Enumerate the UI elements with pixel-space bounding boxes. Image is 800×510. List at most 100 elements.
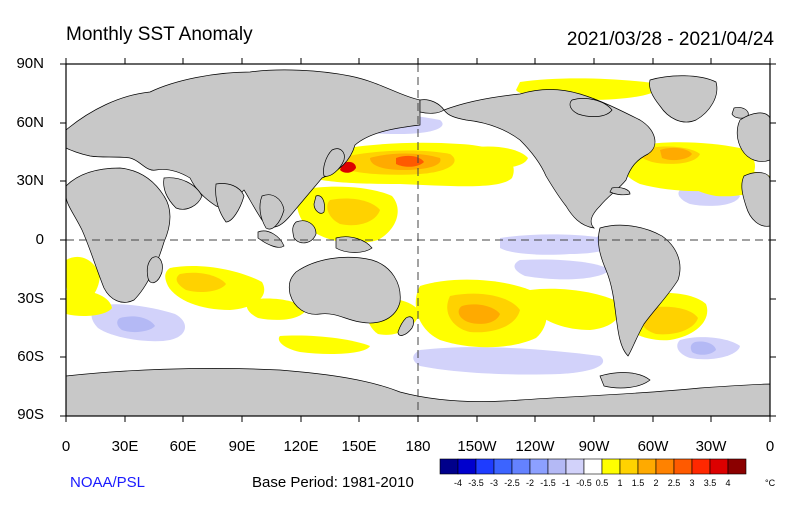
lon-label-0: 0 — [61, 438, 71, 455]
colorbar-swatch — [601, 458, 621, 475]
colorbar — [439, 458, 747, 475]
colorbar-swatch — [475, 458, 495, 475]
colorbar-tick-label: 3 — [689, 478, 695, 488]
land-new-zealand — [397, 316, 414, 336]
lon-ticks — [65, 58, 771, 422]
warm-strong-south-pacific — [458, 304, 500, 324]
land-europe-west — [736, 112, 770, 162]
colorbar-swatch — [709, 458, 729, 475]
land-hudson-region — [569, 98, 613, 117]
land-arabia — [163, 177, 203, 210]
colorbar-unit: °C — [765, 478, 776, 488]
lat-label-60s: 60S — [17, 348, 44, 365]
land-japan — [323, 148, 345, 177]
land-eurasia — [66, 69, 421, 228]
warm-mid-west-pacific — [327, 198, 380, 226]
land-africa-west-edge — [741, 172, 770, 227]
lat-label-90s: 90S — [17, 406, 44, 423]
lon-label-150e: 150E — [341, 438, 377, 455]
credit-label: NOAA/PSL — [70, 474, 146, 491]
colorbar-swatch — [547, 458, 567, 475]
lat-label-30n: 30N — [16, 172, 44, 189]
colorbar-swatch — [439, 458, 459, 475]
colorbar-swatch — [583, 458, 603, 475]
land-madagascar — [146, 256, 163, 284]
colorbar-tick-label: -3 — [489, 478, 498, 488]
colorbar-tick-label: 0.5 — [595, 478, 609, 488]
colorbar-tick-label: -4 — [453, 478, 462, 488]
colorbar-tick-label: -2 — [525, 478, 534, 488]
lat-label-90n: 90N — [16, 55, 44, 72]
colorbar-swatch — [529, 458, 549, 475]
land-alaska-west — [419, 99, 445, 114]
colorbar-tick-label: -3.5 — [468, 478, 484, 488]
colorbar-tick-label: 1.5 — [631, 478, 645, 488]
cool-patch-southern-ocean — [413, 347, 604, 375]
base-period-label: Base Period: 1981-2010 — [252, 474, 414, 491]
lon-label-120w: 120W — [515, 438, 555, 455]
land-southeast-asia — [259, 194, 285, 230]
lon-label-60e: 60E — [169, 438, 197, 455]
date-range: 2021/03/28 - 2021/04/24 — [566, 29, 774, 50]
lat-label-30s: 30S — [17, 290, 44, 307]
colorbar-swatch — [565, 458, 585, 475]
land-south-america — [598, 224, 681, 357]
lon-label-90w: 90W — [578, 438, 610, 455]
warm-patch-antarctic-edge — [278, 335, 370, 354]
lon-label-0-east: 0 — [765, 438, 775, 455]
lat-label-60n: 60N — [16, 114, 44, 131]
lon-label-120e: 120E — [283, 438, 319, 455]
land-greenland — [649, 75, 718, 123]
land-antarctica — [66, 368, 770, 416]
lon-label-180: 180 — [405, 438, 431, 455]
warm-mid-south-atlantic — [638, 306, 698, 335]
cool-core-south-indian — [117, 316, 155, 333]
colorbar-swatch — [511, 458, 531, 475]
colorbar-swatch — [637, 458, 657, 475]
land — [66, 69, 770, 416]
lon-label-60w: 60W — [637, 438, 669, 455]
warm-mid-indian — [176, 272, 226, 292]
map-title: Monthly SST Anomaly — [66, 24, 253, 45]
colorbar-swatch — [457, 458, 477, 475]
lon-label-90e: 90E — [228, 438, 256, 455]
warm-patch-south-ocean-indian — [66, 289, 112, 316]
colorbar-swatch — [673, 458, 693, 475]
colorbar-tick-label: 3.5 — [703, 478, 717, 488]
colorbar-swatch — [619, 458, 639, 475]
lat-ticks — [60, 63, 776, 417]
colorbar-tick-label: 2.5 — [667, 478, 681, 488]
land-north-america — [443, 89, 656, 229]
lon-label-150w: 150W — [457, 438, 497, 455]
cool-patch-east-pacific — [500, 234, 614, 255]
lon-label-30w: 30W — [695, 438, 727, 455]
land-borneo — [292, 220, 317, 244]
lon-label-30e: 30E — [111, 438, 139, 455]
warm-strong-north-atlantic — [660, 147, 692, 161]
land-australia — [288, 256, 401, 324]
land-india — [215, 183, 245, 223]
colorbar-tick-label: -1 — [561, 478, 570, 488]
land-new-guinea — [335, 236, 373, 253]
warm-patch-south-indian-mid — [246, 298, 306, 320]
land-philippines — [313, 195, 325, 214]
colorbar-swatch — [727, 458, 747, 475]
land-sumatra — [257, 230, 285, 248]
colorbar-swatch — [655, 458, 675, 475]
colorbar-tick-label: -2.5 — [504, 478, 520, 488]
colorbar-tick-label: 1 — [617, 478, 623, 488]
warm-patch-north-pacific-east — [467, 146, 528, 168]
colorbar-swatch — [493, 458, 513, 475]
cool-patch-south-pacific-east — [514, 259, 610, 280]
colorbar-swatch — [691, 458, 711, 475]
warm-anomaly-patches-max — [396, 155, 424, 167]
cool-core-south-atlantic — [690, 341, 716, 355]
warm-patch-south-pacific-east — [530, 288, 621, 330]
colorbar-tick-label: -0.5 — [576, 478, 592, 488]
colorbar-tick-label: 2 — [653, 478, 659, 488]
colorbar-tick-label: 4 — [725, 478, 731, 488]
land-antarctic-peninsula — [599, 372, 651, 389]
warm-max-kuroshio — [396, 155, 424, 167]
colorbar-tick-label: -1.5 — [540, 478, 556, 488]
